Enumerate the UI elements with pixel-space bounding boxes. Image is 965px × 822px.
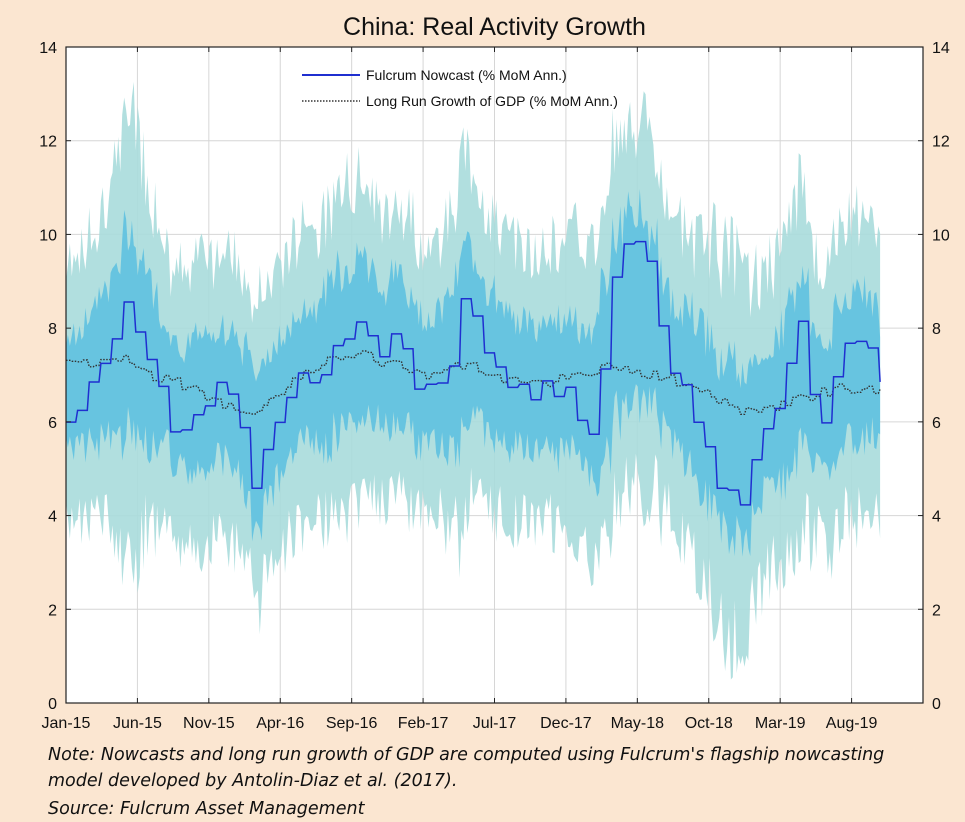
legend-label-nowcast: Fulcrum Nowcast (% MoM Ann.): [366, 67, 567, 83]
tick-label-y-right: 6: [932, 415, 941, 432]
tick-label-y-left: 10: [39, 227, 57, 244]
tick-label-x: Sep-16: [326, 715, 378, 732]
tick-label-x: Mar-19: [755, 715, 806, 732]
legend-label-long-run: Long Run Growth of GDP (% MoM Ann.): [366, 93, 618, 109]
tick-label-x: Aug-19: [826, 715, 878, 732]
tick-label-x: Feb-17: [398, 715, 449, 732]
tick-label-x: Oct-18: [685, 715, 733, 732]
tick-label-x: Apr-16: [256, 715, 304, 732]
tick-label-y-right: 4: [932, 509, 941, 526]
tick-label-x: Jun-15: [113, 715, 162, 732]
tick-label-x: Nov-15: [183, 715, 235, 732]
series-fulcrum-nowcast: [66, 240, 881, 506]
tick-label-y-left: 2: [48, 602, 57, 619]
chart-title: China: Real Activity Growth: [343, 13, 646, 41]
footnote: Note: Nowcasts and long run growth of GD…: [48, 742, 948, 794]
tick-label-y-right: 10: [932, 227, 950, 244]
uncertainty-bands: [66, 81, 881, 680]
tick-label-x: May-18: [611, 715, 664, 732]
tick-label-y-right: 2: [932, 602, 941, 619]
source-line: Source: Fulcrum Asset Management: [48, 799, 365, 819]
series-long-run-gdp: [66, 350, 881, 415]
tick-label-y-left: 8: [48, 321, 57, 338]
tick-label-x: Dec-17: [540, 715, 592, 732]
footnote-line-1: Note: Nowcasts and long run growth of GD…: [48, 745, 885, 765]
tick-label-y-left: 14: [39, 40, 57, 57]
chart-canvas: 0 2 4 6 8 10 12 14 0 2 4 6 8 10 12 14 Jan-15 Jun-15 Nov-…: [39, 13, 950, 732]
tick-label-x: Jul-17: [473, 715, 517, 732]
series-lines: [66, 240, 881, 506]
legend: Fulcrum Nowcast (% MoM Ann.) Long Run Gr…: [302, 67, 618, 109]
tick-label-y-left: 12: [39, 134, 57, 151]
band-inner: [66, 189, 881, 557]
x-axis: Jan-15 Jun-15 Nov-15 Apr-16 Sep-16 Feb-17 Jul-…: [42, 47, 878, 732]
tick-label-y-right: 8: [932, 321, 941, 338]
tick-label-y-left: 4: [48, 509, 57, 526]
tick-label-x: Jan-15: [42, 715, 91, 732]
tick-label-y-right: 12: [932, 134, 950, 151]
y-axis-left: 0 2 4 6 8 10 12 14: [39, 40, 71, 713]
tick-label-y-left: 6: [48, 415, 57, 432]
tick-label-y-left: 0: [48, 696, 57, 713]
y-axis-right: 0 2 4 6 8 10 12 14: [918, 40, 950, 713]
footnote-line-2: model developed by Antolin-Diaz et al. (…: [48, 771, 458, 791]
tick-label-y-right: 0: [932, 696, 941, 713]
tick-label-y-right: 14: [932, 40, 950, 57]
